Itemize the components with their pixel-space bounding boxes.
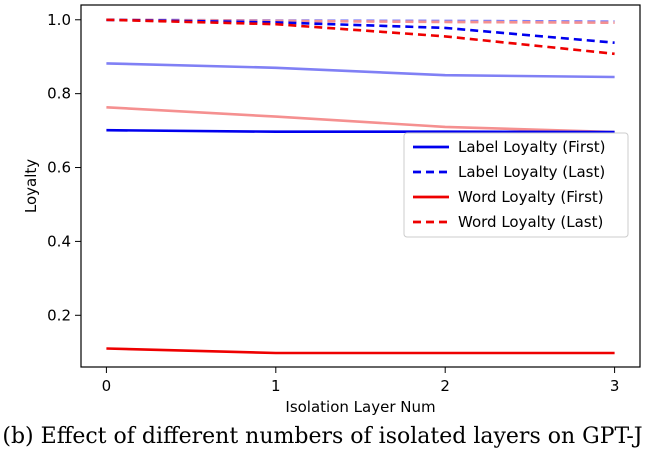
y-tick-label: 0.6 (47, 159, 71, 177)
legend-label: Label Loyalty (First) (458, 138, 606, 156)
word-loyalty-last-line (106, 18, 615, 56)
series-lines (106, 18, 615, 355)
y-axis-label: Loyalty (22, 159, 40, 213)
faded-solid-line (106, 106, 615, 134)
legend-box (403, 132, 629, 238)
y-tick-label: 0.2 (47, 306, 71, 324)
y-tick-label: 0.4 (47, 232, 71, 250)
plot-area-frame (80, 4, 641, 368)
legend: Label Loyalty (First) Label Loyalty (Last… (403, 132, 629, 238)
figure-caption: (b) Effect of different numbers of isola… (2, 424, 643, 449)
x-tick-label: 3 (610, 377, 620, 395)
faded-solid-line (106, 62, 615, 79)
legend-label: Label Loyalty (Last) (458, 163, 605, 181)
loyalty-line-chart: 0 1 2 3 0.2 0.4 0.6 0.8 1.0 Label Loyalty (First… (22, 4, 641, 416)
legend-label: Word Loyalty (Last) (458, 213, 603, 231)
label-loyalty-first-line (106, 128, 615, 134)
x-tick-label: 0 (102, 377, 112, 395)
y-tick-label: 1.0 (47, 11, 71, 29)
legend-label: Word Loyalty (First) (458, 188, 604, 206)
x-tick-label: 1 (271, 377, 281, 395)
x-tick-label: 2 (440, 377, 450, 395)
word-loyalty-first-line (106, 347, 615, 355)
y-tick-label: 0.8 (47, 85, 71, 103)
x-axis-label: Isolation Layer Num (285, 398, 435, 416)
axis-ticks: 0 1 2 3 0.2 0.4 0.6 0.8 1.0 (47, 11, 619, 395)
